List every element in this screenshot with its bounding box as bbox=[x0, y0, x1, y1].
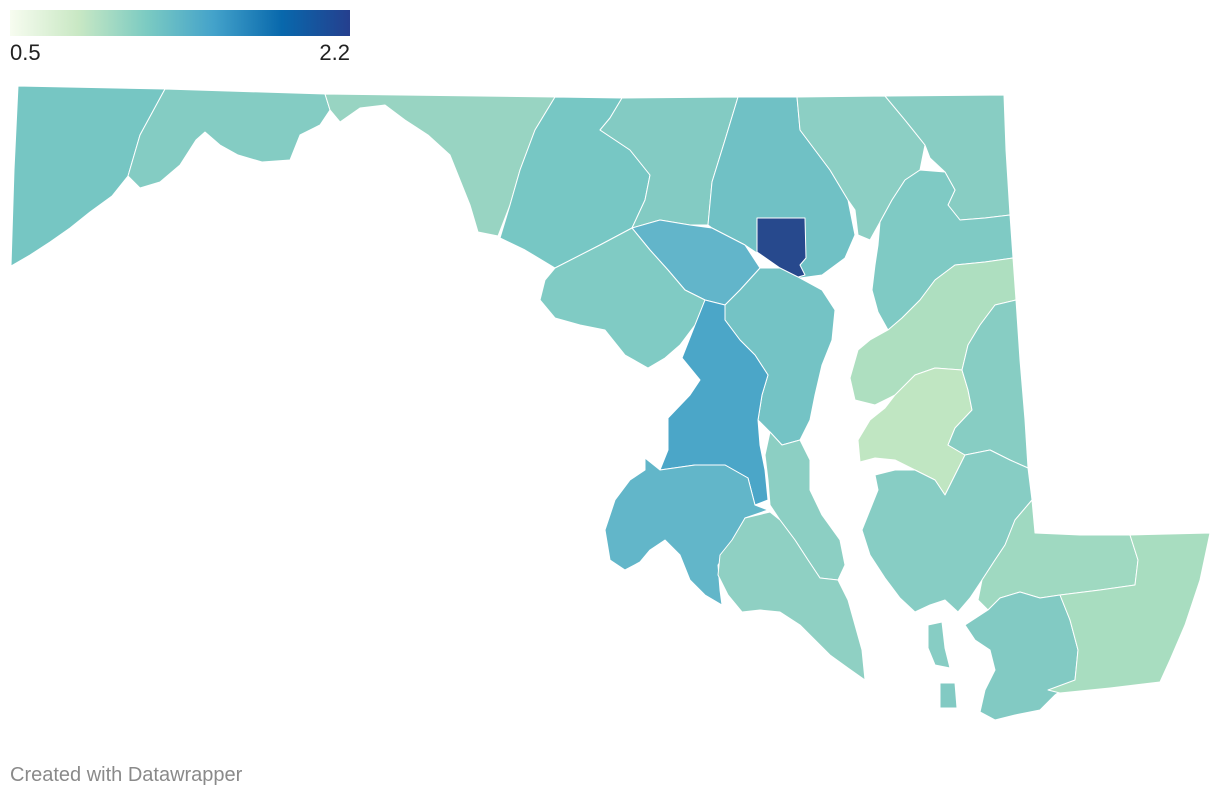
county-st-marys[interactable]: St. Mary's bbox=[717, 511, 866, 681]
legend-gradient-bar bbox=[10, 10, 350, 36]
county-dorchester-island: Dorchester bbox=[927, 621, 951, 669]
color-legend: 0.5 2.2 bbox=[10, 10, 350, 66]
county-worcester[interactable]: Worcester bbox=[1047, 532, 1211, 694]
county-montgomery[interactable]: Montgomery bbox=[539, 227, 706, 369]
county-somerset[interactable]: Somerset bbox=[964, 591, 1079, 721]
county-somerset-island: Somerset bbox=[939, 682, 958, 709]
county-allegany[interactable]: Allegany bbox=[127, 88, 331, 189]
county-baltimore-city[interactable]: Baltimore City bbox=[756, 217, 807, 279]
legend-max-label: 2.2 bbox=[319, 40, 350, 65]
legend-min-label: 0.5 bbox=[10, 40, 41, 65]
datawrapper-credit: Created with Datawrapper bbox=[10, 764, 243, 786]
county-caroline[interactable]: Caroline bbox=[947, 299, 1029, 469]
county-charles[interactable]: Charles bbox=[604, 457, 769, 606]
